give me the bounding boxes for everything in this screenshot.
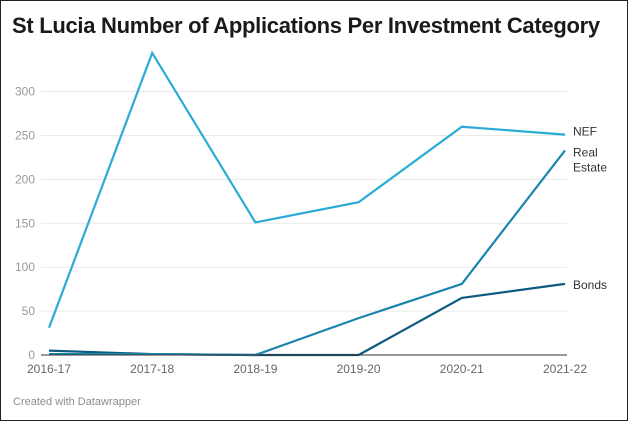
series-label-bonds: Bonds bbox=[573, 278, 607, 292]
y-tick-label: 100 bbox=[15, 260, 35, 274]
x-tick-label: 2017-18 bbox=[130, 362, 174, 376]
y-tick-label: 150 bbox=[15, 216, 35, 230]
x-tick-label: 2018-19 bbox=[233, 362, 277, 376]
nef-line bbox=[47, 50, 566, 329]
y-tick-label: 200 bbox=[15, 172, 35, 186]
real-estate-line bbox=[49, 149, 566, 357]
y-tick-label: 250 bbox=[15, 129, 35, 143]
y-tick-label: 300 bbox=[15, 85, 35, 99]
series-label-real-estate: Real Estate bbox=[573, 145, 607, 174]
x-tick-label: 2021-22 bbox=[543, 362, 587, 376]
chart-title: St Lucia Number of Applications Per Inve… bbox=[12, 13, 600, 38]
x-tick-label: 2019-20 bbox=[337, 362, 381, 376]
x-tick-label: 2020-21 bbox=[440, 362, 484, 376]
series-label-nef: NEF bbox=[573, 125, 597, 139]
y-tick-label: 0 bbox=[28, 348, 35, 362]
credit-text: Created with Datawrapper bbox=[13, 396, 141, 408]
bonds-line bbox=[48, 282, 566, 357]
x-tick-label: 2016-17 bbox=[27, 362, 71, 376]
y-tick-label: 50 bbox=[22, 304, 36, 318]
